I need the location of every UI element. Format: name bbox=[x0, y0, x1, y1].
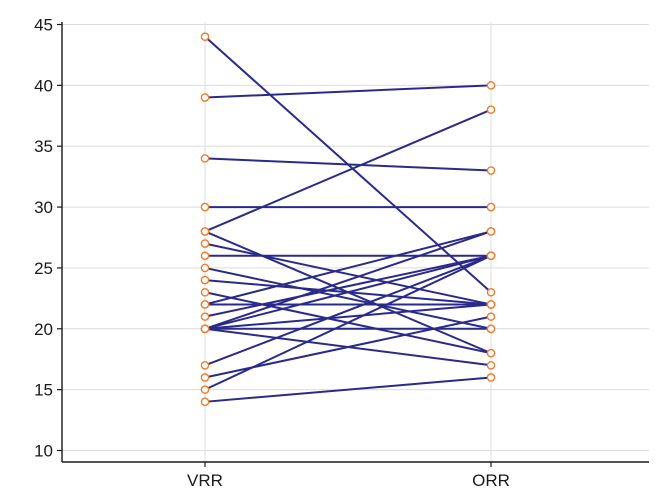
data-point-vrr bbox=[200, 373, 210, 382]
data-markers bbox=[200, 32, 496, 407]
data-point-vrr bbox=[200, 287, 210, 297]
data-point-vrr bbox=[200, 93, 210, 102]
subject-line bbox=[204, 157, 492, 172]
data-point-orr bbox=[486, 373, 496, 382]
subject-line bbox=[204, 230, 492, 330]
y-tick-label: 15 bbox=[34, 381, 53, 400]
data-point-orr bbox=[486, 227, 496, 236]
data-point-orr bbox=[486, 360, 496, 370]
data-point-orr bbox=[486, 166, 496, 175]
gridlines bbox=[62, 22, 649, 462]
data-point-vrr bbox=[200, 275, 210, 285]
subject-line bbox=[204, 108, 492, 233]
data-point-orr bbox=[486, 251, 496, 261]
subject-line bbox=[204, 254, 492, 367]
y-tick-label: 35 bbox=[34, 137, 53, 156]
data-point-vrr bbox=[200, 202, 210, 212]
data-point-orr bbox=[486, 348, 496, 358]
subject-line bbox=[204, 230, 492, 306]
data-point-vrr bbox=[200, 154, 210, 163]
data-point-vrr bbox=[200, 300, 210, 309]
data-point-orr bbox=[486, 105, 496, 114]
y-tick-label: 10 bbox=[34, 442, 53, 461]
y-tick-label: 25 bbox=[34, 259, 53, 278]
data-point-vrr bbox=[200, 360, 210, 370]
data-point-orr bbox=[486, 312, 496, 321]
y-tick-label: 30 bbox=[34, 198, 53, 217]
subject-line bbox=[204, 376, 492, 403]
y-tick-label: 20 bbox=[34, 320, 53, 339]
y-tick-label: 40 bbox=[34, 76, 53, 95]
subject-line bbox=[204, 254, 492, 391]
x-tick-labels: VRR ORR bbox=[187, 462, 510, 489]
data-point-vrr bbox=[200, 263, 210, 273]
data-point-orr bbox=[486, 300, 496, 309]
data-point-orr bbox=[486, 324, 496, 334]
data-point-vrr bbox=[200, 227, 210, 236]
data-point-vrr bbox=[200, 397, 210, 407]
x-tick-label-vrr: VRR bbox=[187, 471, 223, 489]
subject-line bbox=[204, 254, 492, 318]
subject-line bbox=[204, 254, 492, 330]
data-point-orr bbox=[486, 81, 496, 90]
subject-line bbox=[204, 84, 492, 99]
subject-line bbox=[204, 266, 492, 330]
data-point-vrr bbox=[200, 251, 210, 261]
data-point-vrr bbox=[200, 239, 210, 248]
subject-line bbox=[204, 242, 492, 306]
y-tick-label: 45 bbox=[34, 16, 53, 35]
axes bbox=[61, 22, 649, 463]
subject-line bbox=[204, 303, 492, 330]
y-tick-labels: 10 15 20 25 30 35 40 45 bbox=[34, 16, 62, 461]
data-point-vrr bbox=[200, 312, 210, 321]
series-lines bbox=[204, 35, 492, 403]
x-tick-label-orr: ORR bbox=[472, 471, 510, 489]
data-point-orr bbox=[486, 202, 496, 212]
data-point-vrr bbox=[200, 32, 210, 41]
data-point-vrr bbox=[200, 385, 210, 394]
data-point-orr bbox=[486, 287, 496, 297]
data-point-vrr bbox=[200, 324, 210, 334]
